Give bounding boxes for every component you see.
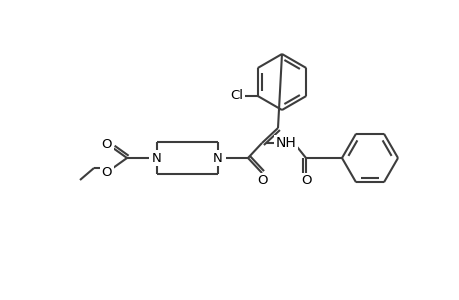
Text: NH: NH — [275, 136, 296, 150]
Text: N: N — [213, 152, 223, 164]
Text: Cl: Cl — [230, 88, 243, 101]
Text: O: O — [101, 166, 112, 178]
Text: O: O — [101, 137, 112, 151]
Text: O: O — [257, 175, 268, 188]
Text: O: O — [301, 175, 312, 188]
Text: N: N — [152, 152, 162, 164]
